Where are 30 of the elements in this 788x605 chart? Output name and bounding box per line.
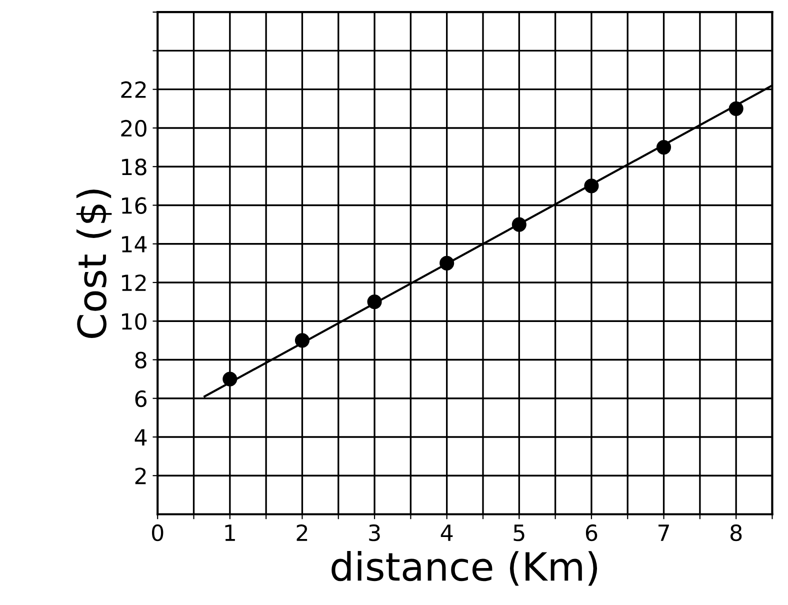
y-tick-label: 4 (134, 429, 147, 446)
y-tick-label: 22 (121, 81, 146, 98)
point (440, 256, 454, 270)
x-tick-label: 1 (225, 524, 235, 541)
y-tick-label: 10 (122, 313, 146, 330)
y-tick-label: 6 (135, 390, 146, 408)
x-tick-label: 8 (730, 524, 742, 542)
y-tick-label: 14 (122, 236, 147, 252)
point (584, 178, 599, 194)
point (222, 372, 238, 386)
y-tick-label: 2 (135, 468, 146, 484)
point (512, 217, 526, 232)
y-tick-label: 20 (121, 120, 146, 137)
point (367, 294, 382, 310)
x-tick-label: 4 (440, 524, 453, 541)
x-axis-title: distance (Km) (332, 551, 598, 586)
point (728, 101, 744, 116)
x-tick-label: 2 (296, 524, 308, 541)
x-tick-label: 3 (369, 524, 380, 542)
y-axis-title: Cost ($) (76, 190, 112, 338)
y-tick-label: 8 (135, 352, 146, 368)
y-tick-label: 16 (122, 197, 146, 214)
point (294, 333, 310, 348)
x-tick-label: 5 (514, 524, 524, 542)
x-tick-label: 6 (586, 524, 598, 542)
point (656, 140, 672, 155)
y-tick-label: 12 (122, 274, 146, 291)
x-tick-label: 7 (658, 524, 669, 541)
x-tick-label: 0 (152, 524, 164, 542)
y-tick-label: 18 (122, 158, 146, 176)
